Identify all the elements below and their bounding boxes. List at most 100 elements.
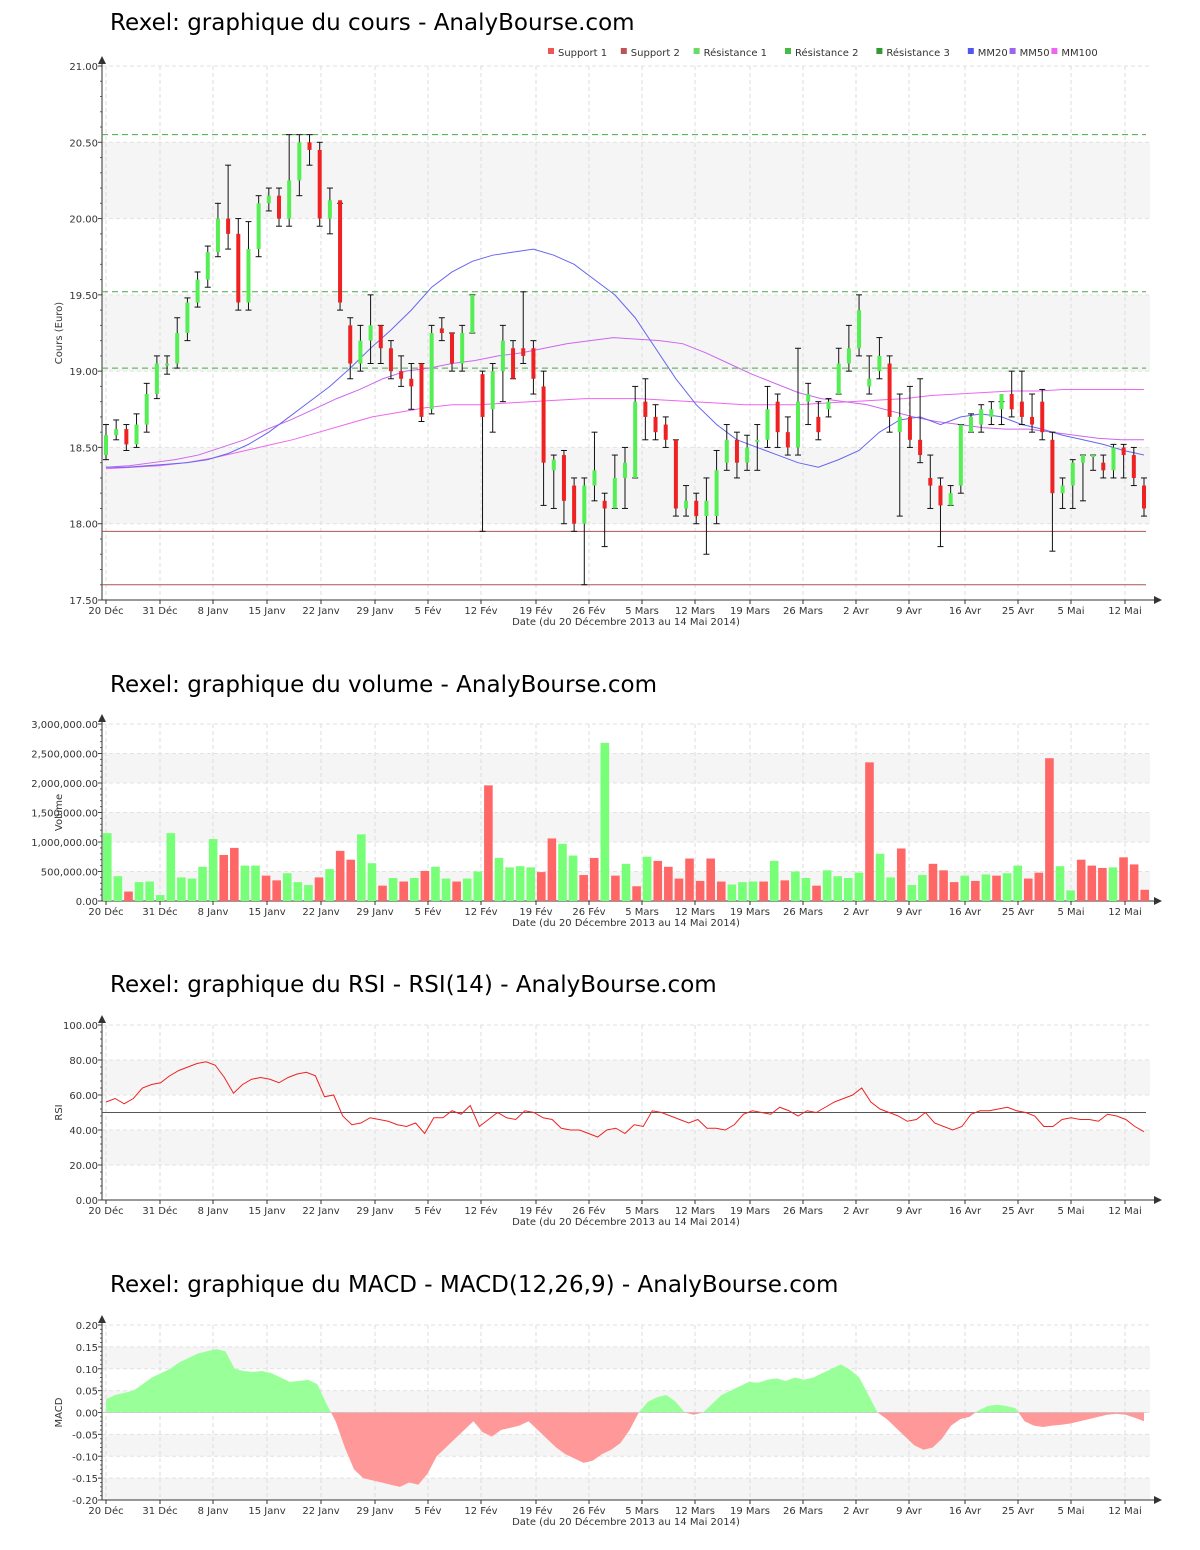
x-tick-label: 8 Janv bbox=[198, 1206, 229, 1217]
candle-body bbox=[124, 429, 129, 445]
x-tick-label: 15 Janv bbox=[248, 606, 285, 617]
y-tick-label: 17.50 bbox=[69, 596, 98, 607]
x-tick-label: 15 Janv bbox=[248, 1206, 285, 1217]
volume-bar bbox=[611, 875, 620, 901]
x-tick-label: 16 Avr bbox=[949, 606, 982, 617]
y-tick-label: 40.00 bbox=[69, 1126, 98, 1137]
grid-band bbox=[102, 142, 1150, 219]
x-tick-label: 9 Avr bbox=[896, 606, 923, 617]
volume-bar bbox=[452, 881, 461, 901]
candle-body bbox=[419, 363, 424, 417]
volume-bar bbox=[1034, 872, 1044, 901]
x-tick-label: 12 Mars bbox=[675, 606, 715, 617]
candle-body bbox=[368, 325, 373, 341]
candle-body bbox=[684, 500, 689, 509]
x-tick-label: 12 Mai bbox=[1108, 606, 1141, 617]
volume-bar bbox=[600, 742, 610, 901]
legend-label: Résistance 1 bbox=[704, 47, 767, 59]
x-tick-label: 8 Janv bbox=[198, 1506, 229, 1517]
volume-bar bbox=[113, 876, 123, 901]
volume-bar bbox=[939, 870, 948, 901]
x-tick-label: 26 Fév bbox=[572, 1505, 605, 1517]
candle-body bbox=[236, 233, 241, 303]
x-tick-label: 5 Fév bbox=[415, 1205, 442, 1217]
candle-body bbox=[755, 439, 760, 442]
volume-bar bbox=[335, 850, 345, 901]
candle-body bbox=[918, 439, 923, 456]
legend-label: Support 2 bbox=[631, 48, 680, 59]
volume-bar bbox=[928, 863, 938, 901]
x-tick-label: 12 Mai bbox=[1108, 907, 1141, 918]
legend-label: Support 1 bbox=[558, 48, 607, 59]
y-tick-label: 0.05 bbox=[76, 1387, 98, 1398]
candle-body bbox=[836, 363, 841, 395]
volume-bar bbox=[103, 833, 112, 901]
legend-swatch bbox=[785, 48, 791, 54]
volume-bar bbox=[695, 880, 705, 901]
candle-body bbox=[806, 394, 811, 402]
volume-plot: 3,000,000.00 2,500,000.00 2,000,000.00 1,50… bbox=[31, 714, 1162, 929]
candle-body bbox=[897, 416, 902, 433]
candle-body bbox=[266, 195, 271, 204]
x-tick-label: 15 Janv bbox=[248, 907, 285, 918]
x-axis-title: Date (du 20 Décembre 2013 au 14 Mai 2014… bbox=[512, 1516, 740, 1528]
macd-negative-area bbox=[331, 1412, 639, 1487]
x-tick-label: 5 Mars bbox=[625, 606, 659, 617]
volume-bar bbox=[822, 870, 832, 901]
volume-bar bbox=[1076, 859, 1086, 901]
volume-bar bbox=[791, 871, 800, 901]
y-axis-arrow bbox=[98, 56, 106, 64]
volume-bar bbox=[716, 881, 726, 901]
candle-body bbox=[1111, 447, 1116, 471]
candle-body bbox=[948, 493, 953, 506]
y-tick-label: 1,000,000.00 bbox=[31, 838, 98, 849]
x-tick-label: 19 Mars bbox=[730, 606, 770, 617]
candle-body bbox=[480, 374, 485, 417]
x-tick-label: 19 Fév bbox=[519, 1505, 552, 1517]
y-tick-label: 0.15 bbox=[76, 1343, 98, 1354]
candle-body bbox=[378, 325, 383, 349]
x-tick-label: 26 Fév bbox=[572, 605, 605, 617]
volume-bar bbox=[134, 882, 144, 901]
y-tick-label: 18.00 bbox=[69, 520, 98, 531]
candle-body bbox=[653, 416, 658, 433]
candle-body bbox=[592, 470, 597, 486]
rsi-chart: Rexel: graphique du RSI - RSI(14) - Anal… bbox=[0, 940, 1200, 1240]
candle-body bbox=[673, 439, 678, 509]
candle-body bbox=[215, 218, 220, 253]
x-tick-label: 31 Déc bbox=[142, 1205, 177, 1217]
candle-body bbox=[277, 195, 281, 219]
candle-body bbox=[1030, 416, 1035, 425]
volume-bar bbox=[314, 877, 324, 901]
x-axis-arrow bbox=[1154, 596, 1162, 604]
y-tick-label: 1,500,000.00 bbox=[31, 809, 98, 820]
y-tick-label: 2,500,000.00 bbox=[31, 750, 98, 761]
volume-bar bbox=[219, 854, 229, 901]
grid-band bbox=[102, 753, 1150, 783]
candle-body bbox=[979, 409, 984, 425]
x-tick-label: 16 Avr bbox=[949, 907, 982, 918]
x-tick-label: 29 Janv bbox=[356, 1206, 393, 1217]
candle-body bbox=[1080, 455, 1085, 463]
y-tick-label: 20.00 bbox=[69, 215, 98, 226]
x-tick-label: 22 Janv bbox=[302, 606, 339, 617]
volume-bar bbox=[971, 880, 980, 901]
x-tick-label: 12 Mai bbox=[1108, 1506, 1141, 1517]
candle-body bbox=[734, 439, 739, 463]
candle-body bbox=[633, 401, 638, 478]
volume-bar bbox=[1140, 889, 1149, 901]
candle-body bbox=[1050, 439, 1055, 494]
volume-bar bbox=[399, 881, 408, 901]
volume-bar bbox=[632, 886, 641, 901]
volume-bar bbox=[441, 878, 451, 901]
volume-bar bbox=[1066, 890, 1075, 901]
candle-body bbox=[785, 432, 790, 448]
y-tick-label: 0.20 bbox=[76, 1321, 98, 1332]
candle-body bbox=[561, 455, 566, 501]
volume-bar bbox=[854, 872, 864, 901]
x-tick-label: 29 Janv bbox=[356, 606, 393, 617]
x-tick-label: 29 Janv bbox=[356, 907, 393, 918]
candle-body bbox=[602, 500, 607, 509]
candle-body bbox=[1040, 401, 1045, 433]
volume-chart-title: Rexel: graphique du volume - AnalyBourse… bbox=[110, 672, 658, 698]
